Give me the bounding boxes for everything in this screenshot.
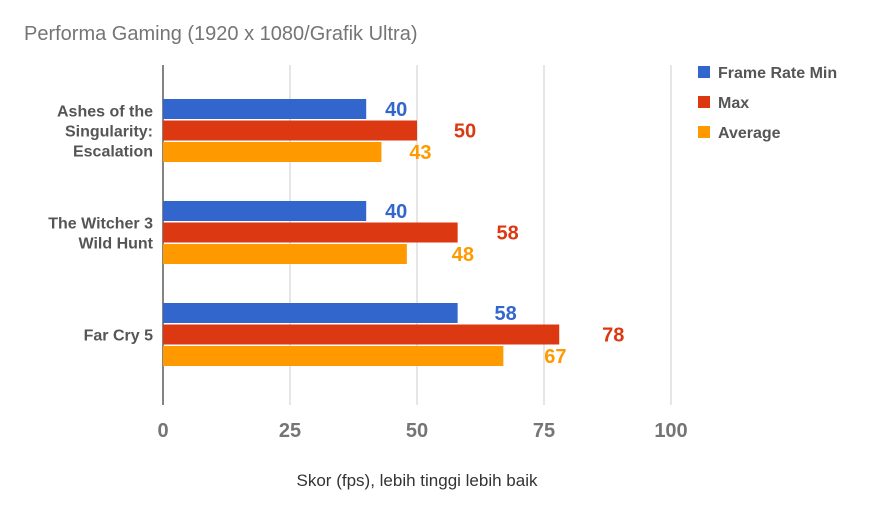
data-label: 78 (602, 325, 624, 347)
legend-swatch (698, 96, 710, 108)
data-label: 67 (544, 346, 566, 368)
bars (163, 99, 560, 366)
x-tick-label: 100 (654, 420, 687, 442)
bar (163, 222, 458, 243)
legend-swatch (698, 126, 710, 138)
bar (163, 142, 382, 162)
category-label: Ashes of the (57, 104, 153, 121)
x-tick-label: 0 (157, 420, 168, 442)
legend-label: Max (718, 95, 749, 112)
data-label: 58 (497, 223, 519, 245)
x-tick-label: 25 (279, 420, 301, 442)
legend-swatch (698, 66, 710, 78)
bar (163, 346, 504, 366)
legend-label: Frame Rate Min (718, 65, 837, 82)
data-label: 43 (409, 142, 431, 164)
x-tick-label: 50 (406, 420, 428, 442)
data-label: 40 (385, 201, 407, 223)
category-label: Far Cry 5 (84, 328, 153, 345)
legend-label: Average (718, 125, 781, 142)
data-label: 58 (495, 303, 517, 325)
bar (163, 324, 560, 345)
bar (163, 99, 367, 119)
category-label: Singularity: (65, 124, 153, 141)
data-label: 40 (385, 99, 407, 121)
data-labels: 40 40 58 50 58 78 43 48 67 (385, 99, 624, 368)
x-tick-label: 75 (533, 420, 555, 442)
chart-title: Performa Gaming (1920 x 1080/Grafik Ultr… (24, 23, 418, 45)
bar (163, 201, 367, 221)
category-label: Wild Hunt (79, 236, 154, 253)
bar (163, 120, 417, 141)
category-label: Escalation (73, 144, 153, 161)
legend: Frame Rate Min Max Average (698, 65, 837, 142)
x-axis-title: Skor (fps), lebih tinggi lebih baik (297, 471, 538, 490)
data-label: 50 (454, 121, 476, 143)
x-axis-ticks: 0 25 50 75 100 (157, 420, 687, 442)
category-label: The Witcher 3 (48, 216, 153, 233)
category-labels: Ashes of the Singularity: Escalation The Wi… (48, 104, 153, 345)
bar (163, 244, 407, 264)
bar (163, 303, 458, 323)
data-label: 48 (452, 244, 474, 266)
